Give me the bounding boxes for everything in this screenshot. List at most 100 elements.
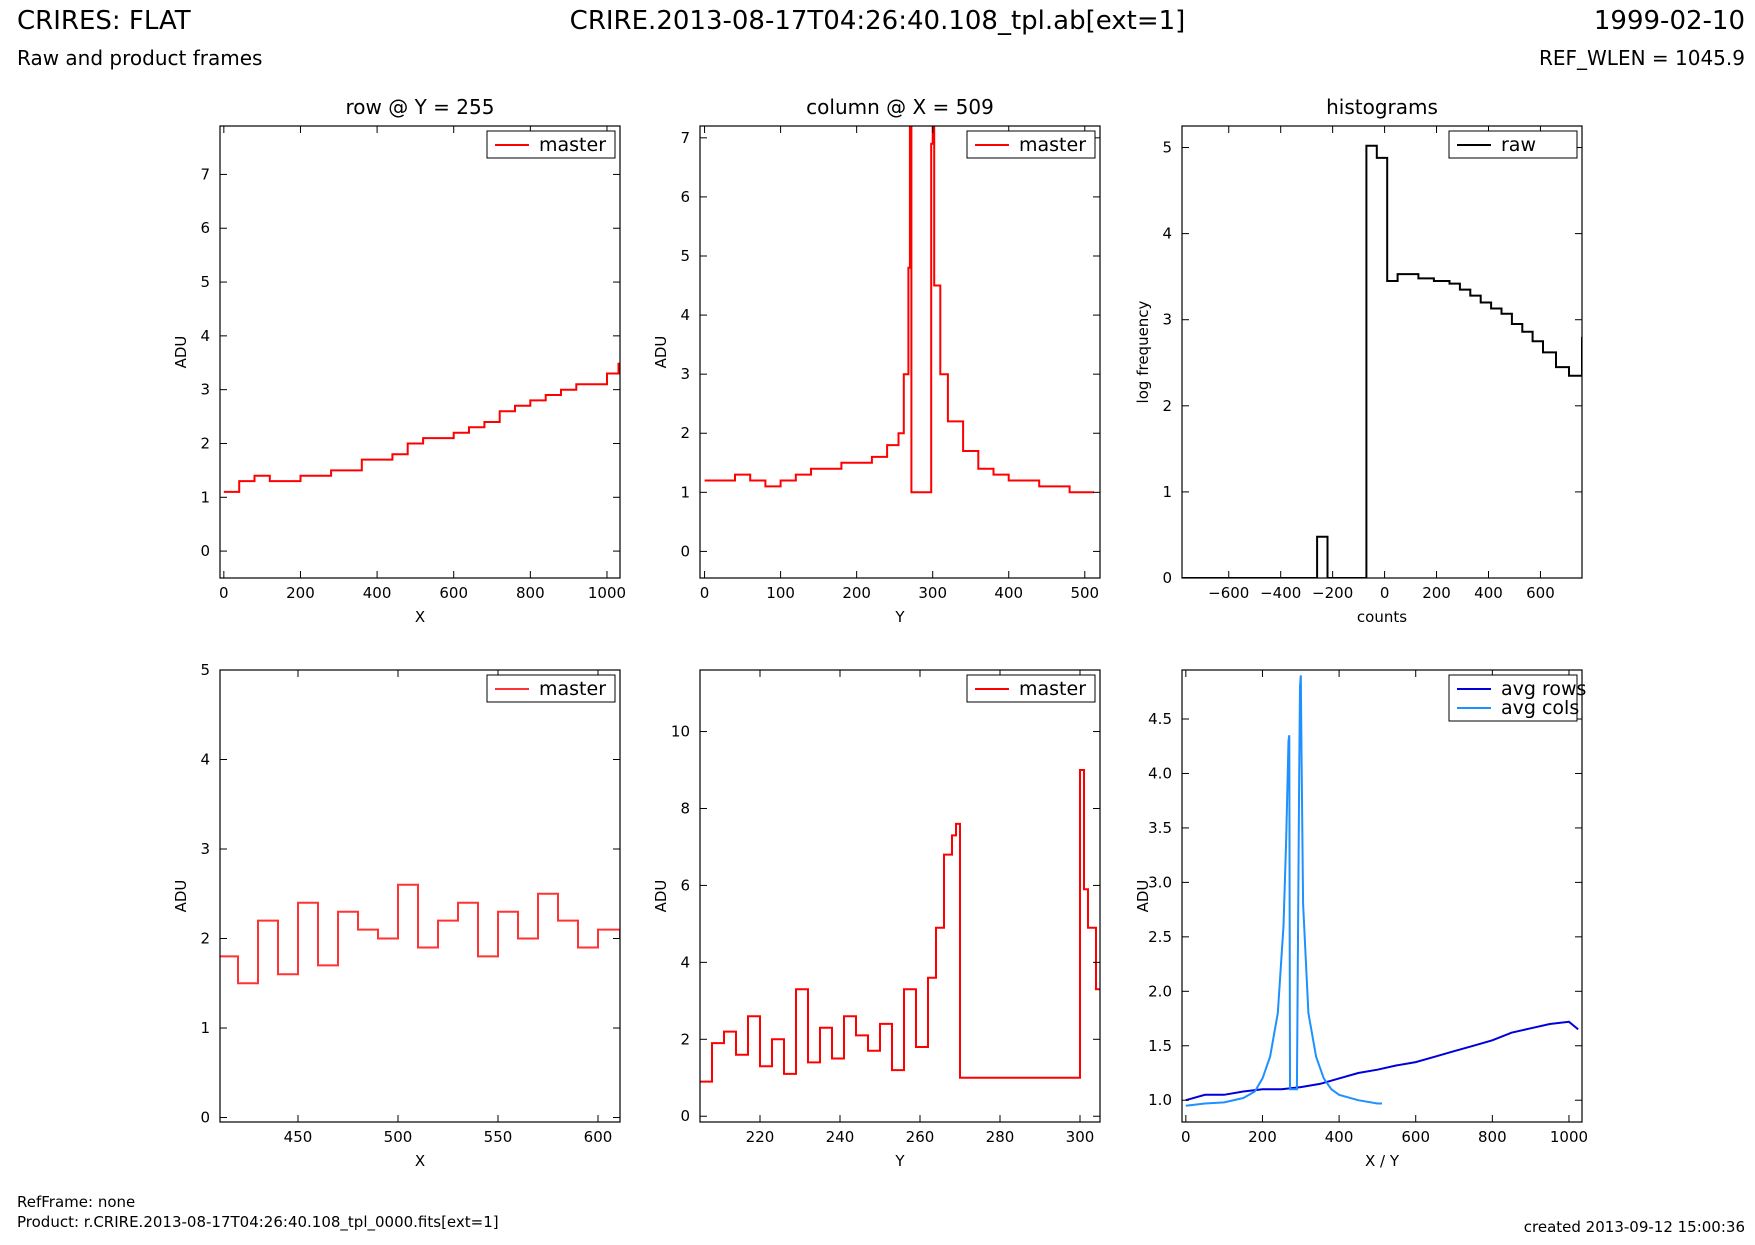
- legend: master: [486, 674, 616, 703]
- y-tick-label: 2: [1162, 397, 1172, 415]
- x-tick-label: −400: [1260, 584, 1301, 602]
- x-tick-label: 0: [1380, 584, 1390, 602]
- x-tick-label: 800: [516, 584, 545, 602]
- x-tick-label: 300: [1066, 1128, 1095, 1146]
- y-tick-label: 6: [200, 219, 210, 237]
- series-line-master: [700, 769, 1100, 1083]
- histogram-plot: histograms −600 −400 −200 0 200 400 600 0 1 2 3 4 5 co…: [1134, 95, 1583, 626]
- y-tick-label: 2.5: [1148, 928, 1172, 946]
- date-label: 1999-02-10: [1593, 6, 1745, 36]
- ref-wlen-label: REF_WLEN = 1045.9: [1538, 46, 1745, 70]
- y-tick-label: 0: [1162, 569, 1172, 587]
- y-tick-label: 6: [680, 876, 690, 894]
- y-tick-label: 3: [680, 365, 690, 383]
- legend-box: [1448, 674, 1578, 722]
- y-tick-label: 4: [1162, 225, 1172, 243]
- y-tick-label: 1.0: [1148, 1091, 1172, 1109]
- series-line-master: [223, 362, 620, 493]
- legend-label: master: [1019, 678, 1086, 700]
- series-line-avg-cols: [1185, 675, 1382, 1107]
- y-tick-label: 2.0: [1148, 982, 1172, 1000]
- y-axis-label: log frequency: [1134, 300, 1152, 403]
- series-line-master: [220, 883, 620, 985]
- x-tick-label: 400: [994, 584, 1023, 602]
- y-tick-label: 0: [680, 542, 690, 560]
- page-title: CRIRES: FLAT: [17, 6, 191, 36]
- legend: master: [966, 130, 1096, 159]
- y-tick-label: 4.0: [1148, 764, 1172, 782]
- y-tick-label: 0: [200, 1109, 210, 1127]
- series-line-raw: [1182, 144, 1582, 578]
- x-tick-label: 100: [766, 584, 795, 602]
- y-tick-label: 2: [200, 930, 210, 948]
- y-tick-label: 0: [200, 542, 210, 560]
- averages-plot: 0 200 400 600 800 1000 1.0 1.5 2.0 2.5 3.0 3.5 4.0 4.…: [1134, 669, 1588, 1170]
- y-tick-label: 4: [680, 953, 690, 971]
- y-tick-label: 2: [680, 1030, 690, 1048]
- x-tick-label: 1000: [588, 584, 626, 602]
- y-tick-label: 4: [200, 751, 210, 769]
- x-axis-label: Y: [894, 1152, 905, 1170]
- x-tick-label: 1000: [1550, 1128, 1588, 1146]
- y-tick-label: 3: [200, 381, 210, 399]
- y-tick-label: 5: [200, 661, 210, 679]
- y-axis-label: ADU: [652, 336, 670, 369]
- plot-frame: [219, 125, 621, 579]
- created-label: created 2013-09-12 15:00:36: [1523, 1218, 1745, 1236]
- x-tick-label: −200: [1312, 584, 1353, 602]
- y-tick-label: 4: [680, 306, 690, 324]
- x-tick-label: 500: [1070, 584, 1099, 602]
- x-tick-label: 800: [1478, 1128, 1507, 1146]
- series-line-master: [704, 126, 1094, 494]
- plot-frame: [1181, 125, 1583, 579]
- x-tick-label: 500: [384, 1128, 413, 1146]
- legend-label: avg cols: [1501, 697, 1579, 719]
- series-line-avg-rows: [1185, 1020, 1579, 1102]
- plot-frame: [1181, 669, 1583, 1123]
- x-tick-label: 260: [906, 1128, 935, 1146]
- x-tick-label: 600: [439, 584, 468, 602]
- y-tick-label: 6: [680, 188, 690, 206]
- plot-frame: [699, 669, 1101, 1123]
- y-tick-label: 1: [1162, 483, 1172, 501]
- x-axis-label: Y: [894, 608, 905, 626]
- y-tick-label: 3: [1162, 311, 1172, 329]
- file-title: CRIRE.2013-08-17T04:26:40.108_tpl.ab[ext…: [569, 6, 1186, 36]
- y-tick-label: 10: [671, 723, 690, 741]
- y-axis-label: ADU: [1134, 880, 1152, 913]
- x-axis-label: X: [415, 608, 425, 626]
- legend-label: master: [539, 678, 606, 700]
- y-tick-label: 2: [200, 434, 210, 452]
- x-tick-label: 600: [1526, 584, 1555, 602]
- legend-label: avg rows: [1501, 678, 1586, 700]
- y-tick-label: 3.0: [1148, 873, 1172, 891]
- x-tick-label: 200: [842, 584, 871, 602]
- x-tick-label: 400: [1325, 1128, 1354, 1146]
- y-axis-label: ADU: [172, 336, 190, 369]
- x-tick-label: 240: [826, 1128, 855, 1146]
- y-tick-label: 4.5: [1148, 710, 1172, 728]
- x-tick-label: 200: [1422, 584, 1451, 602]
- x-tick-label: 600: [584, 1128, 613, 1146]
- y-tick-label: 5: [1162, 139, 1172, 157]
- y-tick-label: 3: [200, 840, 210, 858]
- x-tick-label: 200: [286, 584, 315, 602]
- legend-label: master: [539, 134, 606, 156]
- x-tick-label: 550: [484, 1128, 513, 1146]
- y-tick-label: 1: [200, 488, 210, 506]
- plot-title: histograms: [1326, 95, 1438, 119]
- y-tick-label: 3.5: [1148, 819, 1172, 837]
- x-tick-label: 200: [1248, 1128, 1277, 1146]
- x-tick-label: 0: [700, 584, 710, 602]
- x-tick-label: 400: [363, 584, 392, 602]
- y-tick-label: 5: [680, 247, 690, 265]
- y-tick-label: 5: [200, 273, 210, 291]
- ref-frame-label: RefFrame: none: [17, 1193, 136, 1211]
- x-tick-label: 220: [746, 1128, 775, 1146]
- y-tick-label: 7: [200, 165, 210, 183]
- row-plot: row @ Y = 255 0 200 400 600 800 1000 0 1 2 3 4 5 6 7 X A…: [172, 95, 626, 626]
- x-tick-label: 450: [284, 1128, 313, 1146]
- y-tick-label: 0: [680, 1107, 690, 1125]
